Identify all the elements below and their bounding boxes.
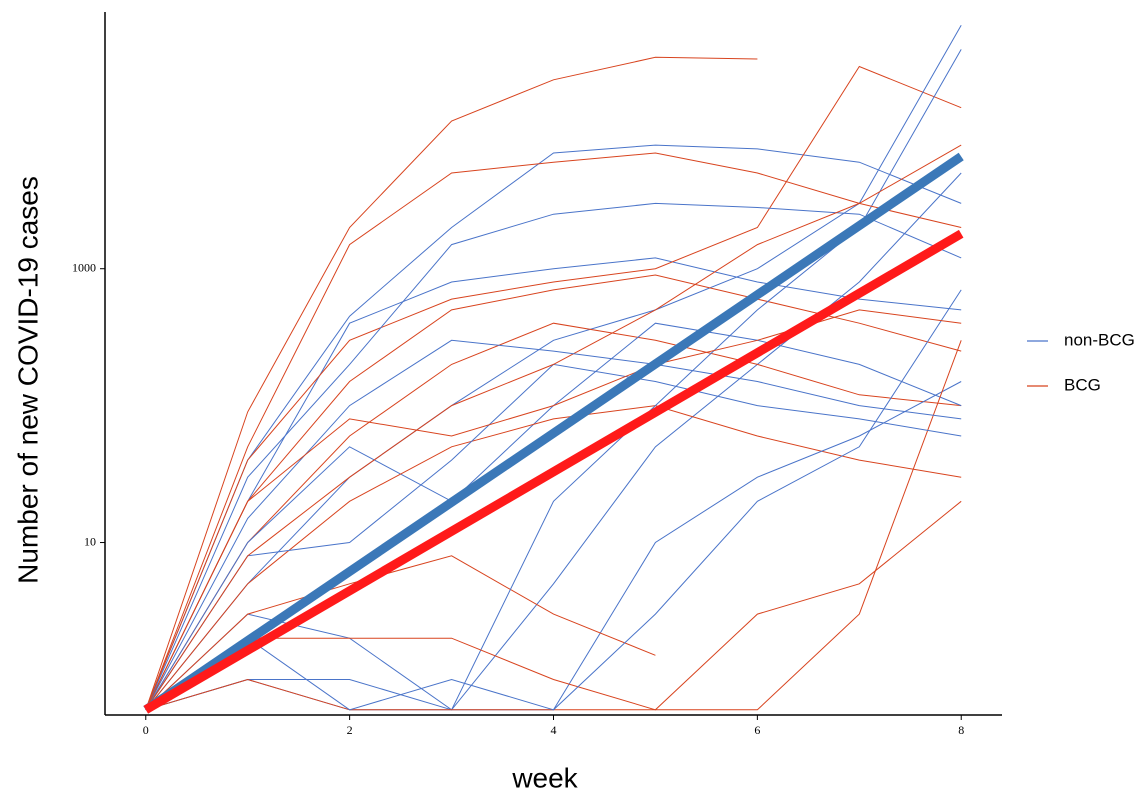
country-line (145, 309, 962, 711)
country-line (145, 144, 962, 710)
country-line (145, 339, 962, 711)
x-axis-title: week (511, 762, 578, 793)
y-tick-label: 10 (84, 534, 96, 548)
legend-label: non-BCG (1064, 330, 1135, 349)
country-line (145, 144, 962, 711)
x-tick-label: 8 (958, 723, 964, 737)
country-line (145, 289, 962, 711)
country-line (145, 152, 962, 710)
country-line (145, 202, 962, 711)
country-line (145, 405, 962, 711)
country-line (145, 65, 962, 710)
y-tick-label: 1000 (72, 260, 96, 274)
fit-line (143, 152, 964, 714)
y-axis-title: Number of new COVID-19 cases (12, 176, 43, 584)
x-tick-label: 2 (347, 723, 353, 737)
country-line (145, 56, 758, 710)
x-tick-label: 4 (551, 723, 557, 737)
x-tick-label: 0 (143, 723, 149, 737)
country-line (145, 257, 962, 711)
country-line (145, 500, 962, 711)
legend-label: BCG (1064, 375, 1101, 394)
fit-line (143, 229, 964, 714)
country-line (145, 322, 962, 711)
country-line (145, 363, 962, 711)
country-line (145, 322, 962, 711)
country-line (145, 555, 656, 711)
country-line (145, 340, 962, 711)
x-tick-label: 6 (754, 723, 760, 737)
country-line (145, 49, 962, 711)
country-line (145, 25, 962, 711)
